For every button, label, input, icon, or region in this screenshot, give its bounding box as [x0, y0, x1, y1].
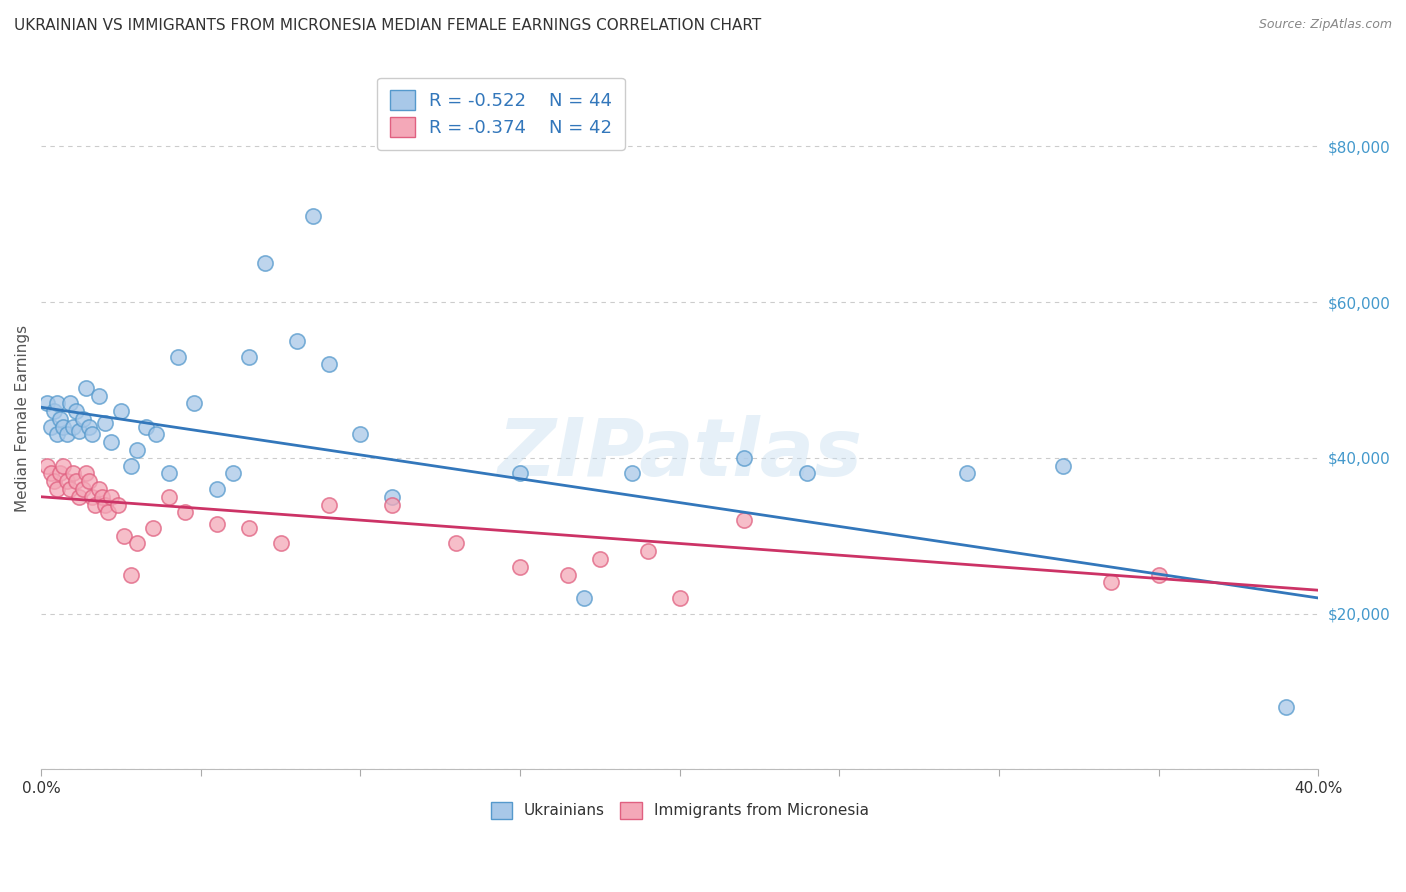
Text: Source: ZipAtlas.com: Source: ZipAtlas.com	[1258, 18, 1392, 31]
Point	[72, 412, 94, 426]
Point	[37, 458, 59, 473]
Text: ZIPatlas: ZIPatlas	[498, 415, 862, 493]
Point	[49, 412, 72, 426]
Point	[90, 490, 112, 504]
Point	[62, 419, 84, 434]
Point	[75, 381, 97, 395]
Point	[270, 536, 292, 550]
Point	[173, 505, 195, 519]
Y-axis label: Median Female Earnings: Median Female Earnings	[15, 326, 30, 513]
Point	[253, 256, 276, 270]
Point	[87, 388, 110, 402]
Point	[42, 474, 65, 488]
Point	[39, 467, 62, 481]
Point	[381, 490, 404, 504]
Point	[1275, 700, 1298, 714]
Point	[67, 424, 90, 438]
Point	[444, 536, 467, 550]
Point	[94, 498, 117, 512]
Text: UKRAINIAN VS IMMIGRANTS FROM MICRONESIA MEDIAN FEMALE EARNINGS CORRELATION CHART: UKRAINIAN VS IMMIGRANTS FROM MICRONESIA …	[14, 18, 761, 33]
Point	[55, 474, 77, 488]
Point	[112, 529, 135, 543]
Point	[46, 427, 69, 442]
Point	[157, 490, 180, 504]
Point	[349, 427, 371, 442]
Point	[222, 467, 245, 481]
Point	[796, 467, 818, 481]
Point	[46, 482, 69, 496]
Point	[49, 467, 72, 481]
Point	[589, 552, 612, 566]
Point	[52, 419, 75, 434]
Point	[67, 490, 90, 504]
Point	[733, 450, 755, 465]
Point	[205, 482, 228, 496]
Point	[65, 404, 87, 418]
Point	[637, 544, 659, 558]
Point	[37, 396, 59, 410]
Point	[59, 482, 82, 496]
Point	[142, 521, 165, 535]
Point	[87, 482, 110, 496]
Point	[82, 490, 104, 504]
Point	[100, 435, 122, 450]
Point	[75, 467, 97, 481]
Point	[82, 427, 104, 442]
Point	[65, 474, 87, 488]
Point	[72, 482, 94, 496]
Point	[1147, 567, 1170, 582]
Point	[77, 419, 100, 434]
Point	[668, 591, 690, 605]
Point	[145, 427, 167, 442]
Point	[285, 334, 308, 348]
Point	[381, 498, 404, 512]
Point	[1099, 575, 1122, 590]
Point	[956, 467, 979, 481]
Point	[318, 358, 340, 372]
Point	[59, 396, 82, 410]
Point	[46, 396, 69, 410]
Point	[157, 467, 180, 481]
Point	[62, 467, 84, 481]
Point	[1052, 458, 1074, 473]
Point	[125, 443, 148, 458]
Point	[94, 416, 117, 430]
Point	[205, 516, 228, 531]
Point	[84, 498, 107, 512]
Point	[52, 458, 75, 473]
Point	[100, 490, 122, 504]
Point	[125, 536, 148, 550]
Legend: Ukrainians, Immigrants from Micronesia: Ukrainians, Immigrants from Micronesia	[485, 796, 875, 825]
Point	[135, 419, 157, 434]
Point	[77, 474, 100, 488]
Point	[509, 559, 531, 574]
Point	[110, 404, 132, 418]
Point	[55, 427, 77, 442]
Point	[557, 567, 579, 582]
Point	[318, 498, 340, 512]
Point	[39, 419, 62, 434]
Point	[238, 350, 260, 364]
Point	[107, 498, 129, 512]
Point	[42, 404, 65, 418]
Point	[167, 350, 190, 364]
Point	[620, 467, 643, 481]
Point	[120, 567, 142, 582]
Point	[183, 396, 205, 410]
Point	[572, 591, 595, 605]
Point	[733, 513, 755, 527]
Point	[120, 458, 142, 473]
Point	[97, 505, 120, 519]
Point	[238, 521, 260, 535]
Point	[509, 467, 531, 481]
Point	[301, 210, 323, 224]
